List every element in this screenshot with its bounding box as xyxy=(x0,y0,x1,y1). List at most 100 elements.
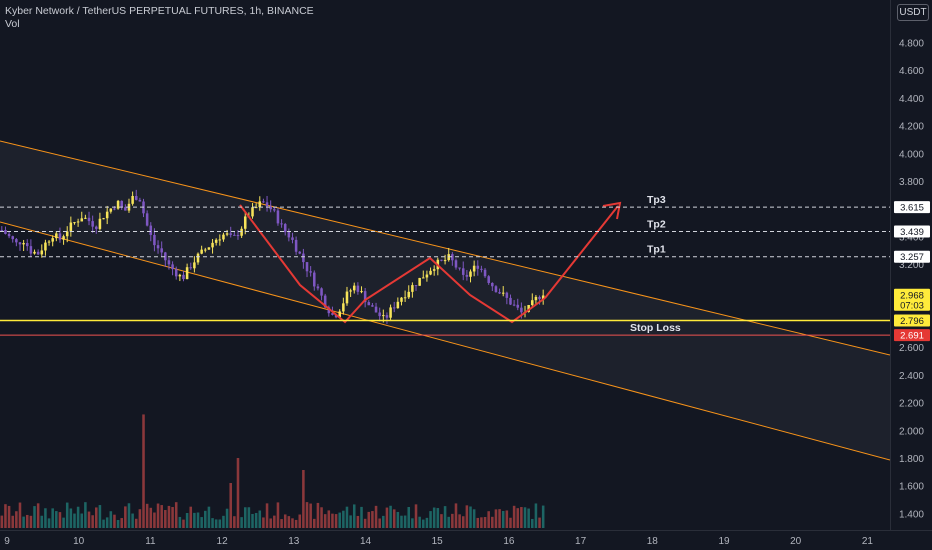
candle-body xyxy=(491,282,494,287)
volume-bar xyxy=(0,515,4,528)
volume-bar xyxy=(51,508,54,528)
volume-bar xyxy=(509,517,512,528)
price-tick-label: 3.400 xyxy=(899,232,924,243)
candle-body xyxy=(196,253,200,263)
level-price-badge xyxy=(894,314,930,327)
candle-body xyxy=(331,313,334,315)
candle-body xyxy=(323,295,327,308)
candle-body xyxy=(95,226,98,229)
candle-body xyxy=(345,291,349,304)
volume-bar xyxy=(102,519,105,528)
candle-body xyxy=(276,210,280,224)
volume-bar xyxy=(207,506,211,528)
volume-bar xyxy=(454,503,458,528)
volume-bar xyxy=(204,510,207,528)
volume-bar xyxy=(193,512,196,528)
price-tick-label: 4.000 xyxy=(899,149,924,160)
volume-bar xyxy=(283,514,287,528)
volume-bar xyxy=(345,506,349,528)
candle-body xyxy=(55,233,58,239)
volume-bar xyxy=(25,514,29,528)
volume-bar xyxy=(36,503,40,528)
volume-bar xyxy=(156,503,160,528)
candle-body xyxy=(418,277,421,286)
volume-bar xyxy=(189,506,193,528)
level-price-badge xyxy=(894,225,930,238)
candle-body xyxy=(302,253,305,263)
candle-body xyxy=(145,213,149,226)
volume-bar xyxy=(407,506,411,528)
volume-bar xyxy=(480,517,483,528)
volume-bar xyxy=(403,515,407,528)
candle-body xyxy=(29,246,33,254)
volume-bar xyxy=(392,509,396,528)
volume-bar xyxy=(400,515,403,528)
time-tick-label: 21 xyxy=(862,536,874,547)
volume-bar xyxy=(512,505,516,528)
volume-bar xyxy=(432,507,436,528)
candle-body xyxy=(124,207,127,211)
candle-body xyxy=(396,301,400,309)
level-label-tp1: Tp1 xyxy=(647,244,666,256)
last-price-value: 2.968 xyxy=(900,291,924,302)
candle-body xyxy=(15,239,18,243)
target-arrow-head xyxy=(602,201,622,220)
level-price-badge xyxy=(894,329,930,342)
symbol-title[interactable]: Kyber Network / TetherUS PERPETUAL FUTUR… xyxy=(5,5,314,17)
volume-bar xyxy=(516,508,520,528)
candle-body xyxy=(185,267,189,280)
level-label-stop_loss: Stop Loss xyxy=(630,322,681,334)
currency-badge[interactable]: USDT xyxy=(897,4,929,21)
volume-bar xyxy=(243,507,247,528)
volume-bar xyxy=(15,511,18,528)
volume-bar xyxy=(167,505,171,528)
candle-body xyxy=(356,285,360,292)
volume-bar xyxy=(396,511,400,528)
volume-bar xyxy=(356,515,360,528)
candle-body xyxy=(334,314,338,318)
volume-bar xyxy=(342,510,345,528)
candle-body xyxy=(432,269,436,271)
volume-bar xyxy=(182,519,185,528)
candle-body xyxy=(371,305,374,307)
volume-indicator-label[interactable]: Vol xyxy=(5,18,20,30)
volume-bar xyxy=(153,512,156,528)
volume-bar xyxy=(76,506,80,528)
candle-body xyxy=(25,243,29,247)
volume-bar xyxy=(334,514,338,528)
candle-body xyxy=(505,292,509,298)
candle-body xyxy=(520,307,523,313)
volume-bar xyxy=(127,503,131,528)
candle-body xyxy=(218,239,222,241)
candle-body xyxy=(287,232,291,238)
level-label-tp2: Tp2 xyxy=(647,218,666,230)
candle-body xyxy=(367,302,371,306)
volume-bar xyxy=(447,516,450,528)
volume-bar xyxy=(498,509,501,528)
volume-bar xyxy=(233,516,236,528)
candle-body xyxy=(349,290,352,292)
candle-body xyxy=(109,208,113,212)
volume-bar xyxy=(273,515,276,528)
time-tick-label: 9 xyxy=(4,536,10,547)
candle-body xyxy=(113,208,116,210)
price-axis-background xyxy=(890,0,932,550)
volume-bar xyxy=(487,511,490,528)
volume-bar xyxy=(33,506,36,528)
price-tick-label: 3.200 xyxy=(899,260,924,271)
volume-bar xyxy=(411,518,414,528)
volume-bar xyxy=(451,513,454,528)
price-tick-label: 2.000 xyxy=(899,426,924,437)
volume-bar xyxy=(494,509,498,528)
volume-bar xyxy=(440,514,443,528)
volume-bar xyxy=(11,515,14,528)
candle-body xyxy=(389,307,392,318)
level-price-badge-text: 3.439 xyxy=(900,227,924,238)
candle-body xyxy=(342,303,345,312)
candle-body xyxy=(76,221,80,223)
volume-bar xyxy=(276,502,280,528)
volume-bar xyxy=(105,517,109,528)
time-tick-label: 11 xyxy=(145,536,156,547)
candle-body xyxy=(84,217,87,219)
